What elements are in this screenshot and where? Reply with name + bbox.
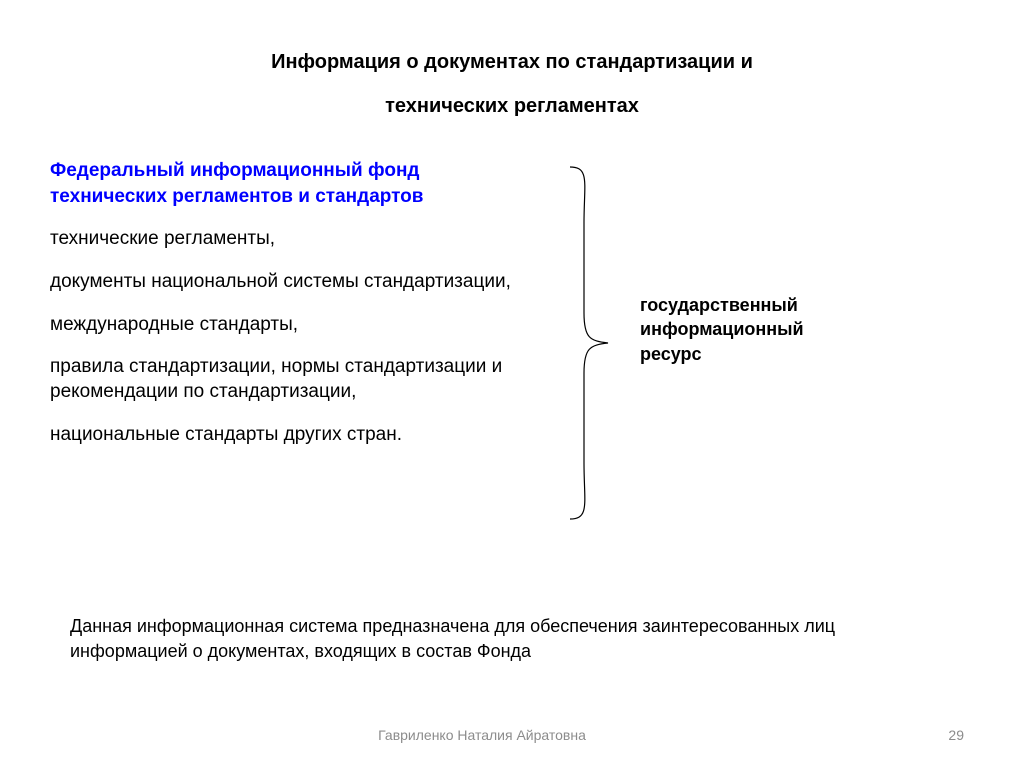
list-item: национальные стандарты других стран.	[50, 423, 530, 448]
slide-container: Информация о документах по стандартизаци…	[0, 0, 1024, 768]
slide-title: Информация о документах по стандартизаци…	[50, 40, 974, 128]
list-item: технические регламенты,	[50, 227, 530, 252]
right-label: государственный информационный ресурс	[640, 293, 880, 366]
footer-page-number: 29	[948, 727, 964, 743]
right-label-line: информационный	[640, 319, 804, 339]
curly-brace-icon	[560, 163, 620, 523]
list-item: правила стандартизации, нормы стандартиз…	[50, 355, 530, 404]
footer-author: Гавриленко Наталия Айратовна	[0, 727, 964, 743]
right-label-line: ресурс	[640, 344, 702, 364]
title-line-1: Информация о документах по стандартизаци…	[271, 51, 753, 73]
right-label-line: государственный	[640, 295, 798, 315]
title-line-2: технических регламентах	[385, 95, 639, 117]
list-item: документы национальной системы стандарти…	[50, 270, 530, 295]
list-item: международные стандарты,	[50, 313, 530, 338]
footer: Гавриленко Наталия Айратовна 29	[0, 727, 1024, 743]
content-area: Федеральный информационный фонд техничес…	[50, 158, 974, 465]
left-column: Федеральный информационный фонд техничес…	[50, 158, 540, 465]
bottom-paragraph: Данная информационная система предназнач…	[70, 614, 940, 663]
fund-heading: Федеральный информационный фонд техничес…	[50, 158, 530, 209]
